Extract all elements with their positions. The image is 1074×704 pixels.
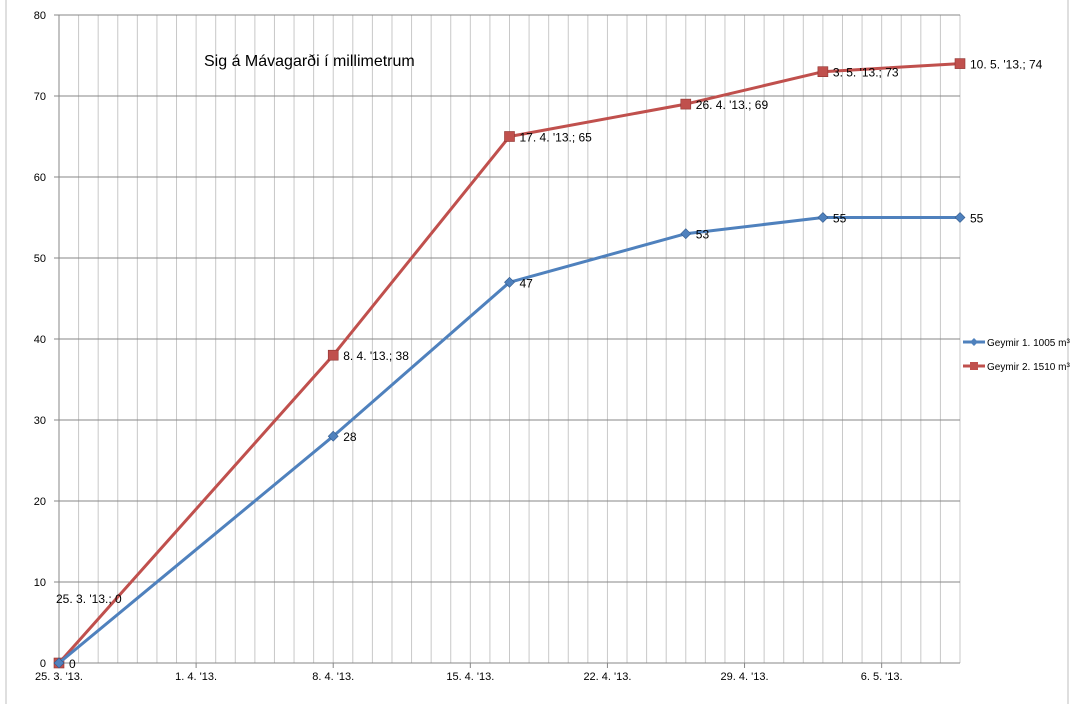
- y-tick-label: 50: [34, 253, 46, 265]
- y-tick-label: 70: [34, 91, 46, 103]
- data-point-square: [817, 66, 829, 77]
- data-label-geymir-1: 55: [970, 212, 984, 226]
- x-tick-label: 22. 4. '13.: [583, 671, 631, 683]
- y-axis-tick-labels: 0 10 20 30 40 50 60 70 80: [34, 10, 46, 670]
- x-tick-label: 15. 4. '13.: [446, 671, 494, 683]
- data-label-geymir-1: 28: [343, 430, 357, 444]
- data-point-square: [327, 349, 339, 361]
- data-label-geymir-1: 55: [833, 212, 847, 226]
- data-label-geymir-2: 8. 4. '13.; 38: [343, 349, 409, 363]
- y-tick-label: 0: [40, 658, 46, 670]
- data-point-diamond: [504, 276, 515, 288]
- data-label-geymir-1: 53: [696, 228, 710, 242]
- x-axis-tick-labels: 25. 3. '13. 1. 4. '13. 8. 4. '13. 15. 4. '1…: [35, 671, 903, 683]
- data-point-diamond: [954, 212, 966, 223]
- data-label-geymir-1: 47: [520, 276, 534, 290]
- data-label-geymir-2: 17. 4. '13.; 65: [520, 131, 593, 145]
- series-line: [57, 62, 961, 664]
- data-label-geymir-2: 25. 3. '13.; 0: [56, 592, 122, 606]
- y-tick-label: 10: [34, 577, 46, 589]
- series-line: [58, 216, 960, 665]
- y-tick-label: 80: [34, 10, 46, 22]
- x-tick-label: 29. 4. '13.: [721, 671, 769, 683]
- legend-marker-diamond: [970, 338, 978, 346]
- data-point-square: [680, 98, 692, 110]
- x-tick-label: 6. 5. '13.: [861, 671, 903, 683]
- x-tick-label: 8. 4. '13.: [312, 671, 354, 683]
- y-tick-label: 40: [34, 334, 46, 346]
- data-label-geymir-2: 26. 4. '13.; 69: [696, 98, 769, 112]
- legend-marker-square: [970, 362, 978, 370]
- data-label-geymir-2: 3. 5. '13.; 73: [833, 66, 899, 80]
- y-tick-label: 20: [34, 496, 46, 508]
- data-point-diamond: [680, 228, 692, 240]
- y-tick-label: 60: [34, 172, 46, 184]
- data-label-geymir-2: 10. 5. '13.; 74: [970, 58, 1043, 72]
- legend: Geymir 1. 1005 m³ Geymir 2. 1510 m³: [963, 338, 1070, 373]
- data-point-diamond: [53, 657, 65, 669]
- data-point-diamond: [327, 430, 339, 442]
- chart-title: Sig á Mávagarði í millimetrum: [204, 53, 415, 70]
- legend-label: Geymir 1. 1005 m³: [987, 338, 1070, 349]
- x-tick-label: 1. 4. '13.: [175, 671, 217, 683]
- data-point-diamond: [817, 212, 829, 223]
- data-label-geymir-1: 0: [69, 657, 76, 671]
- y-tick-label: 30: [34, 415, 46, 427]
- x-tick-label: 25. 3. '13.: [35, 671, 83, 683]
- series-group: [53, 58, 966, 669]
- major-gridlines: [54, 14, 960, 664]
- data-point-square: [954, 58, 966, 69]
- data-labels: 0 28 47 53 55 55 25. 3. '13.; 0 8. 4. '13.; 38 1…: [56, 58, 1043, 671]
- data-point-square: [504, 131, 515, 142]
- legend-label: Geymir 2. 1510 m³: [987, 362, 1070, 373]
